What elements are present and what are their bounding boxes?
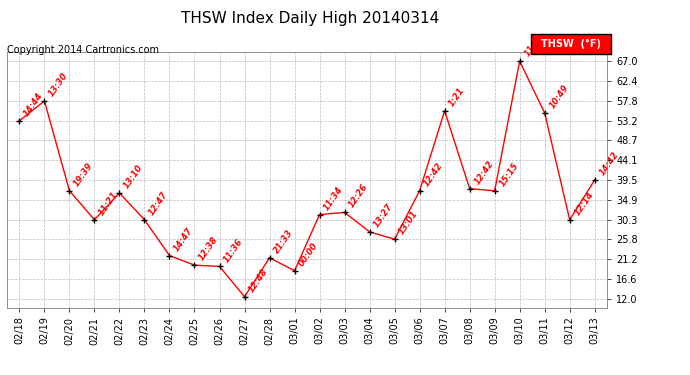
Text: 11:34: 11:34 (322, 184, 345, 212)
Text: 21:33: 21:33 (273, 228, 295, 255)
Text: 10:49: 10:49 (547, 83, 570, 110)
Text: THSW Index Daily High 20140314: THSW Index Daily High 20140314 (181, 11, 440, 26)
Text: 12:26: 12:26 (347, 183, 370, 210)
Text: 14:42: 14:42 (598, 150, 620, 177)
Text: Copyright 2014 Cartronics.com: Copyright 2014 Cartronics.com (7, 45, 159, 55)
Text: 13:27: 13:27 (373, 202, 395, 229)
Text: 15:15: 15:15 (497, 161, 520, 188)
Text: 14:44: 14:44 (22, 91, 45, 118)
Text: 00:00: 00:00 (297, 241, 320, 268)
Text: 11:21: 11:21 (97, 190, 120, 217)
Text: 12:38: 12:38 (197, 235, 220, 262)
Text: THSW  (°F): THSW (°F) (541, 39, 601, 49)
Text: 11:36: 11:36 (222, 237, 245, 264)
Text: 12:42: 12:42 (473, 159, 495, 186)
Text: 12:14: 12:14 (573, 190, 595, 217)
Text: 19:39: 19:39 (72, 161, 95, 188)
Text: 13:10: 13:10 (122, 163, 145, 190)
Text: 11:4: 11:4 (522, 36, 542, 58)
Text: 12:47: 12:47 (147, 190, 170, 217)
Text: 12:48: 12:48 (247, 267, 270, 294)
Text: 1:21: 1:21 (447, 86, 467, 108)
Text: 14:47: 14:47 (172, 226, 195, 253)
Text: 13:30: 13:30 (47, 71, 70, 98)
Text: 13:01: 13:01 (397, 209, 420, 236)
Text: 12:42: 12:42 (422, 161, 445, 188)
